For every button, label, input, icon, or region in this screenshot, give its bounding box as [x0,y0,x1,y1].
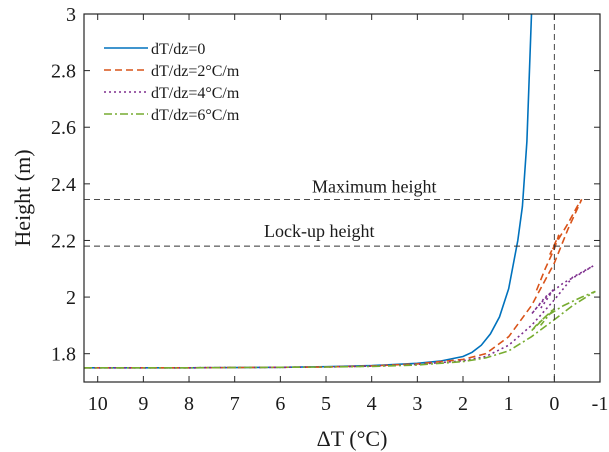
legend: dT/dz=0 dT/dz=2°C/m dT/dz=4°C/m dT/dz=6°C/m [104,41,240,124]
legend-label-1: dT/dz=0 [151,41,205,58]
annotation-lockup-height: Lock-up height [264,221,374,241]
plot-frame [83,13,601,383]
x-tick-label: 3 [412,393,422,415]
x-tick-label: -1 [592,393,609,415]
reference-lines [84,14,600,382]
y-tick-label: 2.6 [51,117,76,139]
x-tick-label: 9 [138,393,148,415]
tick-labels: 10 9 8 7 6 5 4 3 2 1 0 -11.822.22.42.62.83 [51,4,608,415]
y-tick-label: 2.2 [51,230,76,252]
y-axis-title: Height (m) [10,149,35,246]
series-layer [84,14,596,369]
x-tick-label: 2 [458,393,468,415]
x-tick-label: 8 [184,393,194,415]
x-tick-label: 6 [275,393,285,415]
series-line-3 [84,265,594,369]
y-tick-label: 3 [66,4,76,26]
x-tick-label: 5 [321,393,331,415]
series-line-4 [84,290,596,369]
x-tick-label: 4 [367,393,377,415]
axis-ticks [84,13,601,382]
annotation-maximum-height: Maximum height [312,176,437,196]
x-tick-label: 10 [88,393,108,415]
y-tick-label: 2.8 [51,61,76,83]
y-tick-label: 1.8 [51,344,76,366]
legend-label-2: dT/dz=2°C/m [151,63,240,80]
legend-label-3: dT/dz=4°C/m [151,85,240,102]
x-tick-label: 1 [504,393,514,415]
legend-label-4: dT/dz=6°C/m [151,107,240,124]
x-tick-label: 0 [549,393,559,415]
y-tick-label: 2.4 [51,174,76,196]
x-axis-title: ΔT (°C) [317,426,388,451]
x-tick-label: 7 [230,393,240,415]
y-tick-label: 2 [66,287,76,309]
